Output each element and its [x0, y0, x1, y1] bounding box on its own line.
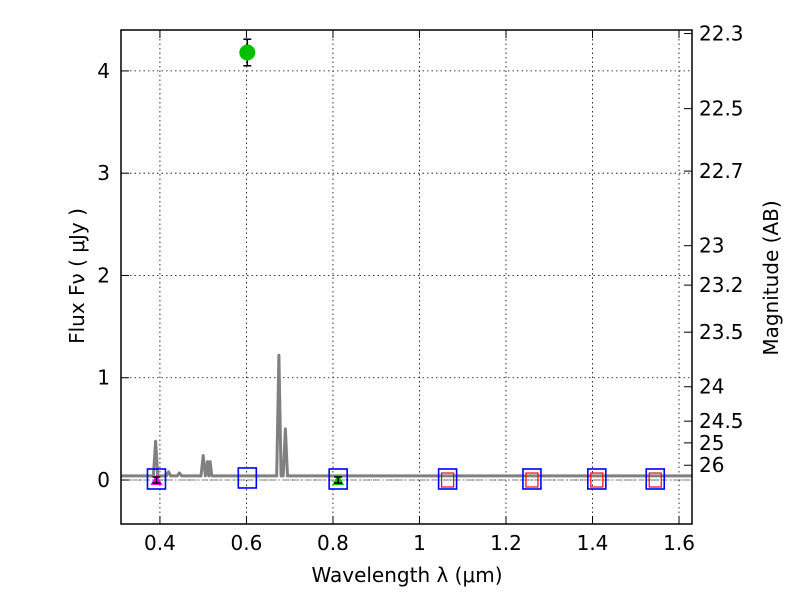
right-axis-label: Magnitude (AB): [759, 200, 783, 355]
y-axis-label: Flux Fν ( μJy ): [65, 208, 89, 344]
y-tick-label: 0: [97, 468, 110, 492]
model-flux-marker: [237, 467, 258, 489]
y-axis-ticks: 0 1 2 3 4: [97, 59, 129, 492]
right-tick-label: 24: [699, 375, 724, 399]
right-tick-label: 23.2: [699, 273, 744, 297]
x-axis-ticks: 0.4 0.6 0.8 1 1.2 1.4 1.6: [144, 30, 695, 555]
x-axis-label: Wavelength λ (μm): [311, 563, 502, 587]
y-tick-label: 3: [97, 161, 110, 185]
x-tick-label: 0.8: [317, 531, 349, 555]
y-tick-label: 2: [97, 263, 110, 287]
upper-limit-marker: [590, 472, 604, 488]
model-flux-marker: [645, 468, 666, 490]
upper-limit-marker: [440, 472, 455, 488]
model-flux-marker: [587, 468, 607, 490]
right-tick-label: 23: [699, 234, 724, 258]
right-tick-label: 22.3: [699, 22, 744, 46]
x-tick-label: 0.4: [144, 531, 176, 555]
x-tick-label: 1: [413, 531, 426, 555]
right-tick-label: 23.5: [699, 320, 744, 344]
upper-limit-marker: [525, 472, 539, 488]
right-tick-label: 22.5: [699, 97, 744, 121]
plot-frame: [120, 29, 693, 525]
right-tick-label: 24.5: [699, 409, 744, 433]
y-tick-label: 4: [97, 59, 110, 83]
upper-limit-marker: [648, 472, 662, 488]
x-tick-label: 0.6: [231, 531, 263, 555]
model-flux-marker: [437, 468, 458, 490]
x-tick-label: 1.2: [490, 531, 522, 555]
grid-lines: [121, 30, 692, 524]
right-tick-label: 25: [699, 431, 724, 455]
model-flux-marker: [522, 468, 542, 490]
y-tick-label: 1: [97, 366, 110, 390]
data-marks: [146, 38, 666, 490]
model-spectrum: [121, 353, 692, 481]
x-tick-label: 1.6: [663, 531, 695, 555]
spectrum-line: [121, 353, 692, 478]
x-tick-label: 1.4: [577, 531, 609, 555]
right-tick-label: 26: [699, 453, 724, 477]
detection-point: [239, 44, 256, 61]
model-flux-marker: [146, 468, 167, 490]
right-tick-label: 22.7: [699, 159, 744, 183]
model-flux-marker: [328, 468, 348, 490]
